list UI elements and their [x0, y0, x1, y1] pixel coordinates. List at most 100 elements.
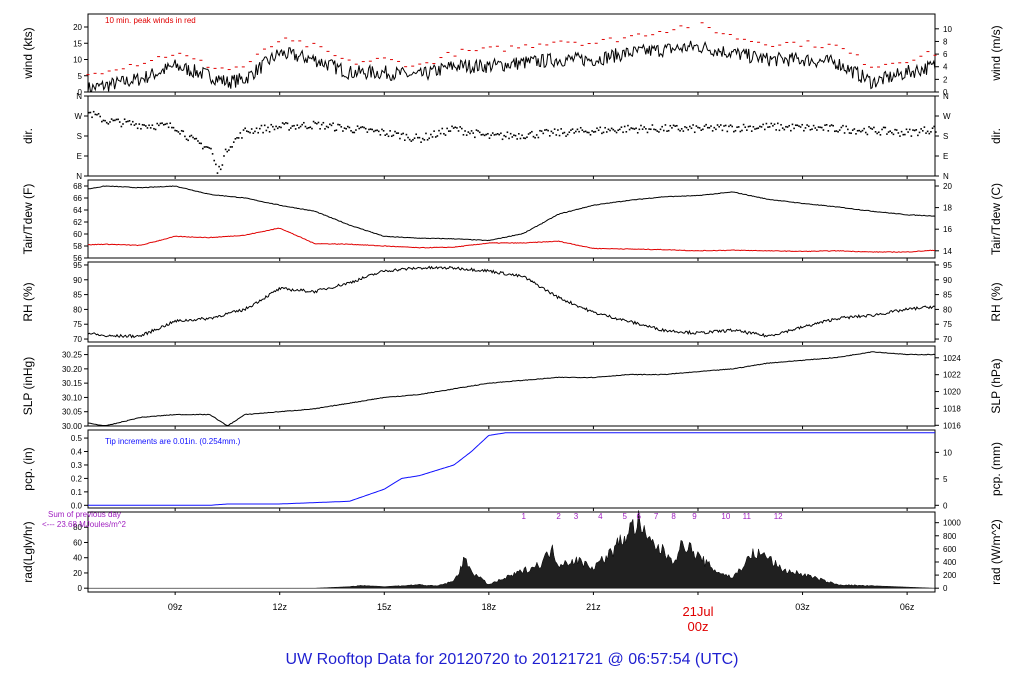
direction-point [237, 137, 240, 139]
y-tick-label: 60 [73, 230, 82, 239]
direction-point [213, 159, 216, 162]
direction-point [563, 131, 566, 134]
direction-point [566, 133, 569, 136]
direction-point [547, 129, 549, 132]
hour-mark-6: 6 [636, 512, 641, 521]
date-label: 21Jul [682, 604, 713, 619]
hour-mark-1: 1 [521, 512, 526, 521]
direction-point [338, 124, 341, 126]
direction-point [542, 132, 545, 135]
direction-point [548, 135, 551, 137]
direction-point [276, 127, 279, 130]
direction-point [570, 129, 572, 131]
direction-point [112, 119, 115, 122]
direction-point [646, 131, 649, 134]
direction-point [187, 139, 189, 142]
direction-point [343, 127, 346, 129]
direction-point [856, 129, 859, 132]
direction-point [820, 126, 823, 129]
direction-point [97, 112, 100, 115]
direction-point [632, 127, 634, 130]
direction-point [434, 136, 437, 138]
direction-point [410, 140, 413, 142]
direction-point [465, 134, 468, 136]
direction-point [294, 128, 297, 130]
direction-point [346, 125, 349, 128]
y-right-tick-label: 10 [943, 25, 952, 34]
direction-point [615, 131, 618, 134]
direction-point [710, 125, 712, 127]
hour-mark-11: 11 [743, 512, 752, 521]
y-tick-label: 58 [73, 242, 82, 251]
y-axis-label-pcp: pcp. (in) [21, 447, 35, 490]
y-tick-label: 68 [73, 182, 82, 191]
direction-point [561, 132, 564, 135]
direction-point [824, 124, 826, 127]
direction-point [490, 134, 492, 137]
direction-point [374, 129, 377, 132]
direction-point [607, 128, 610, 131]
direction-point [231, 146, 233, 148]
direction-point [177, 131, 180, 133]
direction-point [578, 130, 580, 133]
y-right-tick-label: 1000 [943, 519, 961, 528]
y-axis-label-right-rad: rad (W/m^2) [989, 519, 1003, 585]
y-tick-label: 66 [73, 194, 82, 203]
direction-point [500, 132, 502, 135]
y-axis-label-slp: SLP (inHg) [21, 357, 35, 415]
rad-annotation-1: Sum of previous day [48, 510, 121, 519]
direction-point [436, 135, 439, 137]
direction-point [636, 131, 639, 134]
y-right-tick-label: 1018 [943, 404, 961, 413]
y-tick-label: 90 [73, 276, 82, 285]
y-right-tick-label: 75 [943, 320, 952, 329]
direction-point [767, 126, 769, 128]
direction-point [99, 115, 102, 118]
direction-point [400, 133, 403, 136]
direction-point [837, 130, 839, 133]
direction-point [153, 127, 155, 130]
direction-point [467, 131, 470, 133]
hour-mark-9: 9 [692, 512, 697, 521]
direction-point [281, 122, 284, 124]
y-right-tick-label: 400 [943, 558, 957, 567]
direction-point [296, 124, 299, 126]
direction-point [685, 126, 688, 129]
direction-point [511, 136, 514, 138]
direction-point [115, 118, 118, 121]
direction-point [904, 133, 906, 136]
direction-point [931, 127, 934, 130]
x-tick-label: 18z [482, 602, 497, 612]
direction-point [215, 163, 217, 166]
y-tick-label: 30.15 [62, 379, 83, 388]
direction-point [397, 132, 400, 134]
y-right-tick-label: 70 [943, 335, 952, 344]
direction-point [307, 127, 310, 129]
direction-point [399, 137, 401, 140]
direction-point [330, 124, 333, 127]
series-line-pcp-0 [88, 432, 935, 506]
pcp-annotation: Tip increments are 0.01in. (0.254mm.) [105, 437, 241, 446]
direction-point [785, 125, 787, 128]
direction-point [706, 126, 709, 129]
direction-point [788, 124, 791, 127]
direction-point [316, 122, 318, 125]
direction-point [303, 121, 305, 124]
x-tick-label: 09z [168, 602, 183, 612]
y-right-tick-label: 4 [943, 63, 948, 72]
direction-point [373, 130, 375, 133]
direction-point [723, 125, 725, 127]
direction-point [444, 134, 447, 136]
y-tick-label: 0.4 [71, 448, 83, 457]
direction-point [796, 124, 799, 127]
direction-point [291, 125, 294, 127]
direction-point [254, 130, 256, 133]
y-tick-label: 62 [73, 218, 82, 227]
direction-point [322, 121, 325, 124]
direction-point [415, 133, 417, 136]
direction-point [211, 153, 214, 155]
direction-point [921, 129, 924, 132]
y-right-tick-label: 1024 [943, 354, 961, 363]
direction-point [421, 137, 424, 140]
direction-point [705, 123, 707, 126]
